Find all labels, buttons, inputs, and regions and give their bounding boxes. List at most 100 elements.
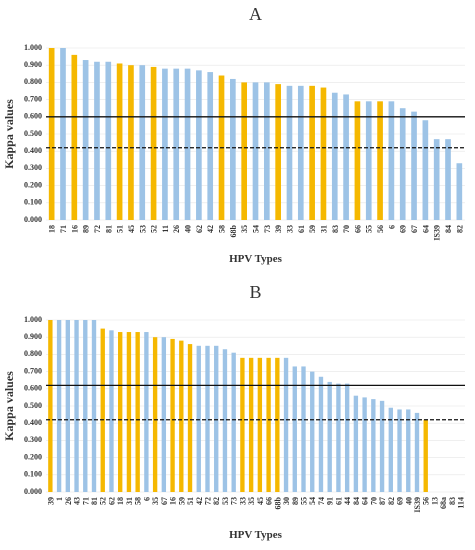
x-axis-label: HPV Types	[229, 529, 283, 541]
x-tick-label: 58	[218, 225, 227, 233]
x-tick-label: 6	[142, 497, 151, 501]
y-tick-label: 0.700	[24, 366, 42, 375]
x-tick-label: 42	[206, 225, 215, 233]
bar	[144, 332, 149, 492]
x-tick-label: 67	[160, 497, 169, 505]
y-tick-label: 0.000	[24, 215, 42, 224]
x-tick-label: 73	[230, 497, 239, 505]
x-tick-label: 62	[107, 497, 116, 505]
y-tick-label: 1.000	[24, 43, 42, 52]
y-tick-label: 0.200	[24, 452, 42, 461]
x-tick-label: 33	[285, 225, 294, 233]
x-tick-label: 61	[297, 225, 306, 233]
bar	[456, 163, 463, 220]
bar	[257, 357, 263, 492]
x-tick-label: 30	[282, 497, 291, 505]
x-tick-label: 52	[150, 225, 159, 233]
x-tick-label: 1	[55, 497, 64, 501]
y-tick-label: 0.300	[24, 435, 42, 444]
bar	[445, 139, 451, 220]
bar	[214, 345, 219, 492]
x-tick-label: 55	[300, 497, 309, 505]
x-tick-label: 69	[399, 225, 408, 233]
x-tick-label: 114	[457, 497, 466, 509]
bar	[377, 101, 383, 220]
bar	[109, 330, 114, 492]
bar	[283, 357, 289, 492]
bar	[318, 376, 324, 492]
x-tick-label: 26	[172, 225, 181, 233]
x-tick-label: 83	[448, 497, 457, 505]
bar	[196, 345, 201, 492]
x-tick-label: 6	[387, 225, 396, 229]
y-tick-label: 0.500	[24, 129, 42, 138]
bar	[170, 338, 175, 492]
bar	[105, 61, 112, 221]
bar	[152, 337, 158, 492]
y-axis-label: Kappa values	[2, 99, 16, 169]
x-tick-label: 82	[455, 225, 464, 233]
y-tick-label: 0.600	[24, 384, 42, 393]
bar	[423, 419, 428, 492]
bar	[241, 82, 248, 221]
bar	[297, 85, 304, 220]
x-tick-label: 67	[410, 225, 419, 233]
y-axis-label: Kappa values	[2, 371, 16, 441]
bar	[414, 412, 420, 492]
bar	[230, 78, 236, 221]
bar	[388, 407, 393, 492]
x-tick-label: 42	[195, 497, 204, 505]
x-tick-label: 35	[247, 497, 256, 505]
x-tick-label: 81	[104, 225, 113, 233]
bar	[327, 381, 332, 492]
x-tick-label: 45	[256, 497, 265, 505]
x-tick-label: 31	[319, 225, 328, 233]
bar	[320, 87, 327, 220]
bar	[48, 48, 55, 220]
x-tick-label: 82	[387, 497, 396, 505]
x-tick-label: 33	[238, 497, 247, 505]
bar	[275, 357, 280, 492]
bar	[150, 66, 157, 220]
x-tick-label: 35	[240, 225, 249, 233]
x-tick-label: 35	[151, 497, 160, 505]
x-tick-label: 59	[308, 225, 317, 233]
bar	[388, 101, 395, 220]
x-tick-label: 54	[308, 497, 317, 505]
x-tick-label: 45	[127, 225, 136, 233]
y-tick-label: 0.100	[24, 198, 42, 207]
x-tick-label: 53	[221, 497, 230, 505]
x-tick-label: 64	[361, 497, 370, 505]
x-tick-label: 68b	[229, 224, 238, 237]
x-tick-label: 68a	[439, 497, 448, 509]
x-tick-label: 83	[331, 225, 340, 233]
bar	[275, 84, 281, 221]
x-tick-label: 43	[73, 497, 82, 505]
x-tick-label: 16	[70, 225, 79, 233]
bar	[82, 60, 89, 220]
bar	[65, 320, 71, 492]
bar	[240, 357, 245, 492]
y-tick-label: 0.800	[24, 77, 42, 86]
x-tick-label: 72	[203, 497, 212, 505]
bar	[354, 101, 361, 220]
x-tick-label: 70	[369, 497, 378, 505]
bar	[433, 139, 440, 220]
bar	[116, 63, 123, 221]
bar	[222, 349, 228, 492]
y-tick-label: 0.900	[24, 332, 42, 341]
bar	[187, 344, 193, 492]
x-tick-label: 56	[422, 497, 431, 505]
x-tick-label: 53	[138, 225, 147, 233]
bar	[309, 85, 315, 220]
x-tick-label: IS39	[433, 225, 442, 241]
bar	[310, 371, 315, 492]
x-tick-label: 44	[343, 497, 352, 505]
x-tick-label: 51	[116, 225, 125, 233]
x-tick-label: 71	[81, 497, 90, 505]
bar	[60, 48, 66, 220]
x-tick-label: 84	[352, 497, 361, 505]
x-tick-label: 66	[265, 497, 274, 505]
bar	[135, 332, 140, 492]
